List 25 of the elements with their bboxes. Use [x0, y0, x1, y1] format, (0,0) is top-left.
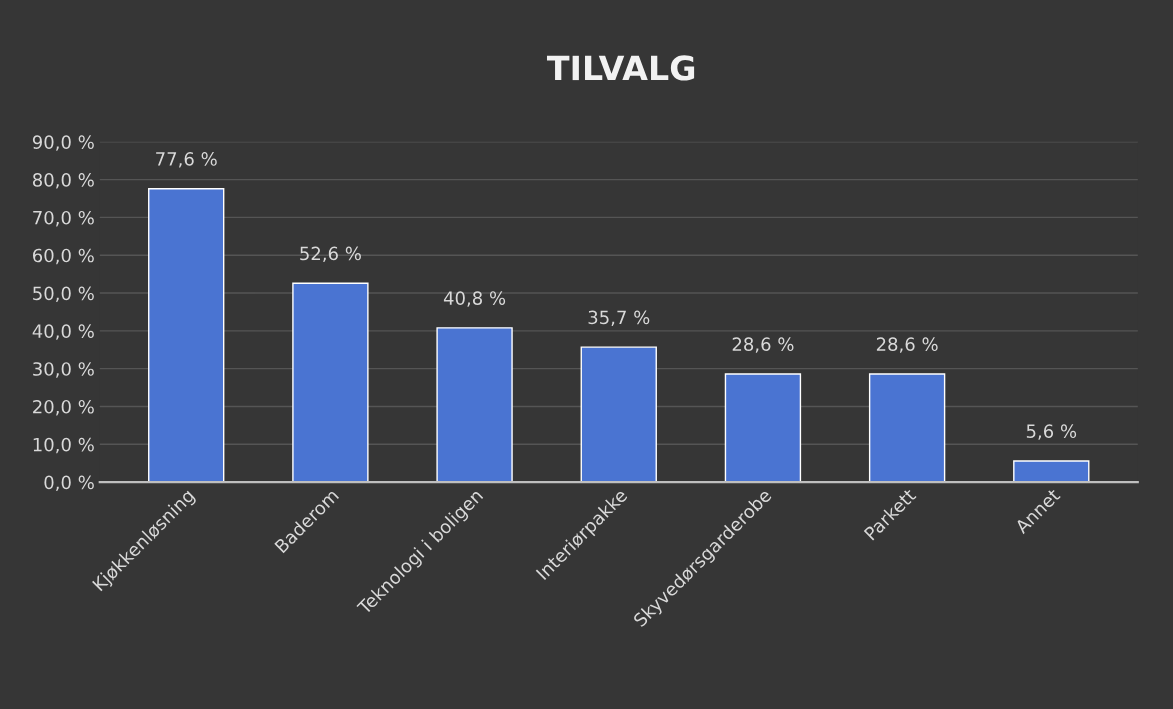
data-label: 5,6 % [1026, 424, 1077, 440]
bar [1013, 460, 1090, 483]
data-label: 28,6 % [732, 337, 794, 353]
y-tick-label: 20,0 % [33, 399, 94, 416]
bar [148, 187, 225, 483]
y-tick-label: 40,0 % [32, 324, 94, 340]
y-tick-label: 10,0 % [33, 437, 94, 454]
y-tick-label: 70,0 % [33, 210, 94, 227]
data-label: 77,6 % [156, 152, 217, 168]
y-tick-label: 30,0 % [33, 362, 94, 378]
data-label: 35,7 % [588, 310, 650, 327]
bar [868, 373, 946, 483]
y-tick-label: 80,0 % [32, 173, 94, 189]
data-label: 52,6 % [300, 246, 361, 263]
bar [292, 282, 369, 483]
bar [436, 327, 513, 483]
data-label: 28,6 % [876, 337, 938, 353]
chart-title: TILVALG [546, 55, 695, 81]
data-label: 40,8 % [443, 291, 506, 307]
y-tick-label: 90,0 % [32, 135, 94, 151]
y-tick-label: 0,0 % [44, 475, 94, 492]
y-tick-label: 50,0 % [33, 286, 94, 303]
bar [724, 373, 802, 483]
bar [580, 346, 657, 483]
y-tick-label: 60,0 % [33, 248, 94, 265]
